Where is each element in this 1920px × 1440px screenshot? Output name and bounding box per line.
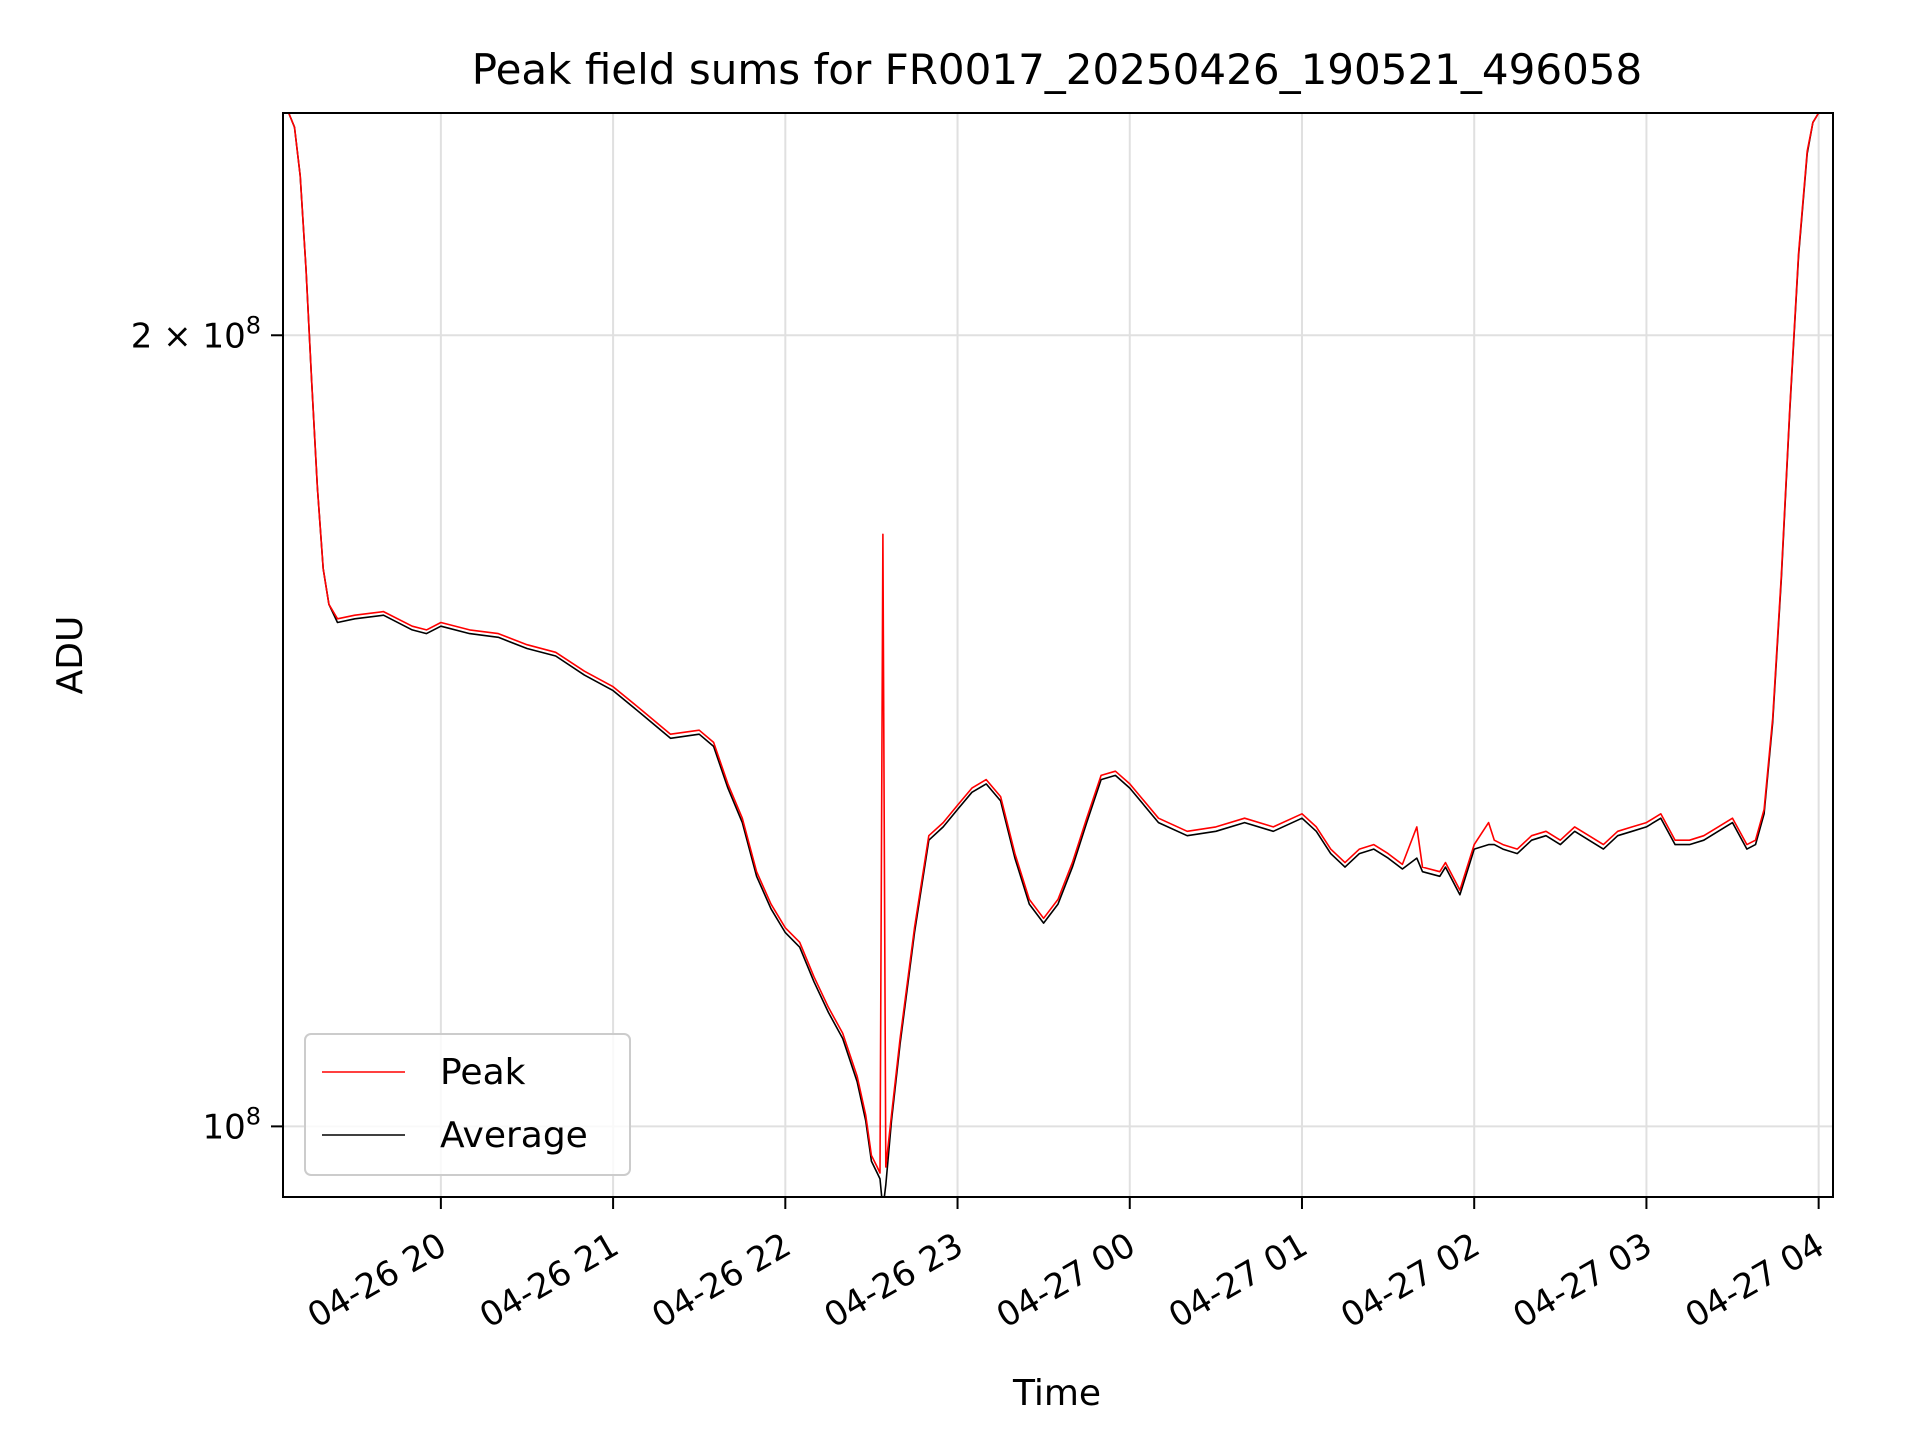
- y-tick-label: 2 × 108: [131, 311, 261, 356]
- legend: Peak Average: [304, 1033, 631, 1176]
- plot-frame: [282, 112, 1834, 1198]
- chart-title: Peak field sums for FR0017_20250426_1905…: [472, 45, 1642, 94]
- series-line-peak: [283, 113, 1833, 1174]
- series-layer: [283, 113, 1833, 1197]
- x-axis-label: Time: [1012, 1373, 1101, 1414]
- grid-lines: [283, 113, 1833, 1197]
- legend-label-peak: Peak: [440, 1052, 526, 1093]
- series-line-average: [283, 113, 1833, 1197]
- legend-box: [304, 1033, 631, 1176]
- legend-label-average: Average: [440, 1115, 588, 1156]
- y-axis-label: ADU: [50, 616, 91, 695]
